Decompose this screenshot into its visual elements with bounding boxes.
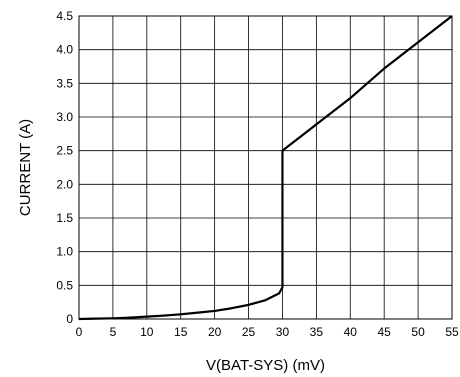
grid	[78, 15, 453, 320]
x-tick-label: 20	[208, 325, 222, 339]
plot-frame	[78, 15, 453, 320]
y-axis-title: CURRENT (A)	[17, 119, 34, 216]
y-tick-label: 0	[66, 312, 73, 326]
x-tick-label: 0	[76, 325, 83, 339]
y-tick-label: 4.0	[56, 43, 73, 57]
x-tick-label: 25	[242, 325, 256, 339]
x-tick-label: 40	[344, 325, 358, 339]
x-tick-label: 50	[411, 325, 425, 339]
x-tick-label: 35	[310, 325, 324, 339]
y-tick-labels: 0 0.5 1.0 1.5 2.0 2.5 3.0 3.5 4.0 4.5	[56, 9, 73, 326]
y-tick-label: 3.0	[56, 110, 73, 124]
x-tick-label: 30	[276, 325, 290, 339]
y-tick-label: 1.0	[56, 245, 73, 259]
x-tick-labels: 0 5 10 15 20 25 30 35 40 45 50 55	[76, 325, 459, 339]
y-tick-label: 2.5	[56, 144, 73, 158]
y-tick-label: 3.5	[56, 76, 73, 90]
series-line	[78, 15, 453, 321]
y-tick-label: 1.5	[56, 211, 73, 225]
x-tick-label: 15	[174, 325, 188, 339]
x-tick-label: 45	[378, 325, 392, 339]
y-tick-label: 0.5	[56, 278, 73, 292]
x-tick-label: 10	[140, 325, 154, 339]
x-axis-title: V(BAT-SYS) (mV)	[206, 357, 325, 374]
series-group	[78, 15, 453, 321]
y-tick-label: 4.5	[56, 9, 73, 23]
y-tick-label: 2.0	[56, 177, 73, 191]
x-tick-label: 5	[110, 325, 117, 339]
x-tick-label: 55	[445, 325, 459, 339]
